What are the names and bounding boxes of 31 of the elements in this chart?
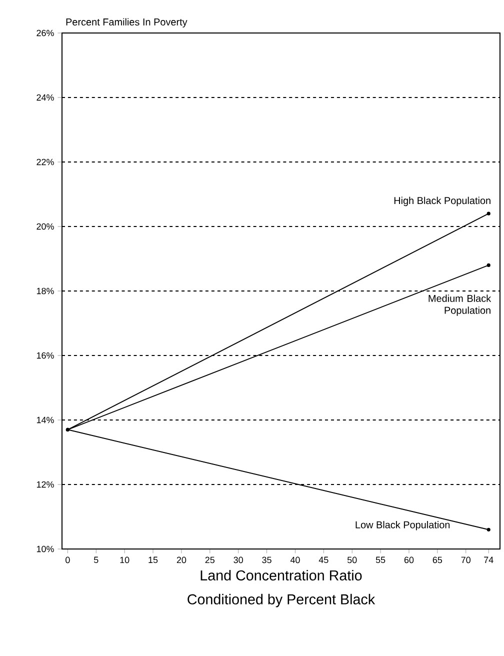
x-tick-label: 5 bbox=[94, 556, 98, 564]
y-tick-label: 16% bbox=[36, 352, 54, 359]
x-tick-label: 25 bbox=[205, 556, 215, 564]
y-tick-label: 24% bbox=[36, 94, 54, 101]
y-tick-label: 12% bbox=[36, 481, 54, 488]
x-tick-label: 30 bbox=[234, 556, 243, 564]
x-tick-label: 0 bbox=[66, 556, 70, 564]
x-tick-label: 40 bbox=[290, 556, 300, 564]
x-tick-label: 20 bbox=[176, 556, 186, 564]
y-axis-title: Percent Families In Poverty bbox=[66, 18, 188, 28]
series-label: High Black Population bbox=[394, 196, 490, 206]
x-tick-label: 65 bbox=[432, 556, 442, 564]
x-tick-label: 74 bbox=[484, 556, 494, 563]
x-tick-label: 60 bbox=[404, 556, 414, 564]
x-tick-label: 50 bbox=[347, 556, 357, 564]
x-tick-label: 45 bbox=[318, 556, 328, 564]
y-tick-label: 18% bbox=[36, 288, 54, 294]
y-tick-label: 14% bbox=[36, 416, 54, 424]
x-tick-label: 10 bbox=[120, 556, 130, 564]
series-label: Medium Black Population bbox=[428, 294, 492, 316]
x-axis-title: Land Concentration Ratio bbox=[200, 570, 362, 580]
y-tick-label: 10% bbox=[36, 546, 54, 552]
x-tick-label: 15 bbox=[148, 556, 158, 564]
text: Conditioned by Percent Black bbox=[188, 594, 376, 608]
x-tick-label: 55 bbox=[376, 556, 386, 564]
x-tick-label: 70 bbox=[461, 556, 471, 564]
y-tick-label: 26% bbox=[36, 30, 54, 36]
series-label: Low Black Population bbox=[356, 521, 450, 530]
y-tick-label: 20% bbox=[36, 223, 54, 230]
y-tick-label: 22% bbox=[36, 158, 54, 166]
x-tick-label: 35 bbox=[262, 556, 272, 564]
